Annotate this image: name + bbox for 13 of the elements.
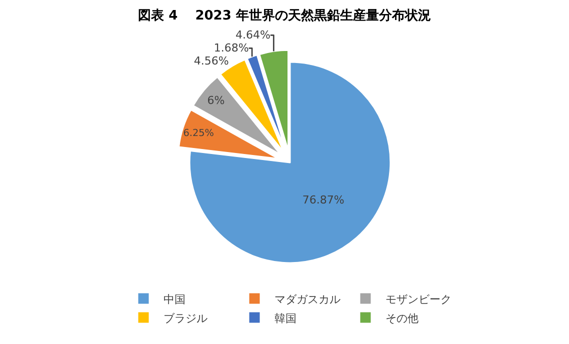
legend-label: ブラジル (164, 312, 208, 325)
data-label: 6% (207, 94, 225, 107)
data-label: 76.87% (302, 194, 344, 207)
legend-label: その他 (386, 312, 418, 325)
legend-label: 中国 (164, 292, 186, 306)
data-label: 6.25% (183, 128, 214, 139)
legend-label: 韓国 (274, 312, 296, 325)
chart-title: 図表 4 2023 年世界の天然黒鉛生産量分布状況 (138, 7, 431, 24)
data-label: 4.56% (194, 54, 229, 68)
data-label: 1.68% (214, 42, 249, 55)
data-label: 4.64% (235, 28, 270, 42)
legend-label: モザンビーク (386, 292, 452, 306)
legend-label: マダガスカル (274, 292, 340, 306)
